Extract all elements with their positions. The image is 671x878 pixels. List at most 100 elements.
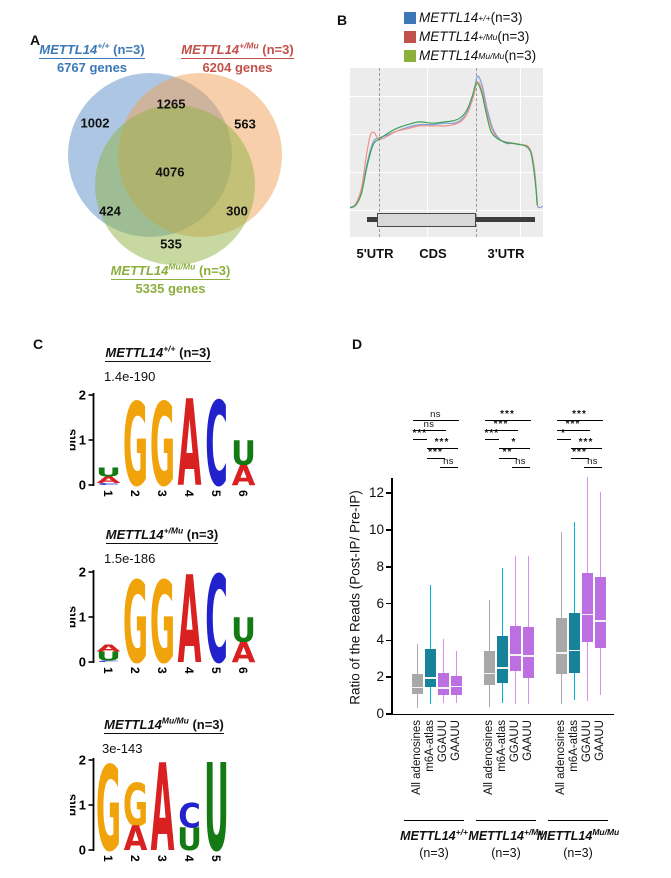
logo-letter-A: A (178, 388, 202, 506)
logo-title-n: (n=3) (175, 345, 211, 361)
logo-position-label: 5 (209, 490, 223, 497)
logo-position-label: 2 (128, 855, 142, 862)
d-y-tick (386, 492, 391, 494)
logo-letter-U: U (96, 649, 121, 664)
d-y-tick-label: 10 (368, 522, 384, 537)
venn-set-genes: 6204 genes (202, 60, 273, 76)
region-label-3utr: 3'UTR (487, 246, 525, 261)
category-label: All adenosines (411, 720, 423, 795)
venn-circle-2 (95, 105, 255, 265)
significance-bracket: ns (583, 456, 602, 468)
logo-title-name: METTL14 (105, 527, 164, 543)
category-label: GAAUU (594, 720, 606, 761)
logo-position-label: 2 (128, 490, 142, 497)
box (497, 635, 508, 683)
group-sup: +/+ (455, 827, 468, 837)
box (484, 651, 495, 685)
venn-set-genes: 6767 genes (56, 60, 128, 76)
logo-position-label: 5 (209, 667, 223, 674)
logo-position-label: 4 (182, 490, 196, 497)
venn-set-sup: Mu/Mu (168, 262, 196, 272)
d-y-tick-label: 2 (376, 669, 384, 685)
d-x-axis (391, 713, 614, 715)
category-label: m6A-atlas (568, 720, 580, 772)
logo-title-sup: +/Mu (163, 526, 184, 536)
venn-set-name: METTL14 (110, 263, 169, 279)
venn-count: 300 (226, 203, 248, 219)
box-median (412, 686, 423, 689)
group-label-wt: METTL14+/+ (n=3) (374, 827, 494, 860)
gridline (350, 96, 543, 97)
logo-title-het: METTL14+/Mu (n=3) (78, 526, 246, 545)
logo-title-name: METTL14 (105, 345, 164, 361)
group-n: (n=3) (491, 846, 521, 861)
group-n: (n=3) (563, 846, 593, 861)
significance-bracket: *** (426, 437, 458, 449)
logo-position-label: 3 (155, 490, 169, 497)
logo-title-n: (n=3) (188, 717, 224, 733)
significance-bracket: ns (511, 456, 530, 468)
region-label-cds: CDS (419, 246, 447, 261)
panel-b-label: B (337, 12, 348, 28)
box (582, 573, 593, 643)
box-median (569, 649, 580, 652)
logo-letter-A: A (178, 565, 202, 683)
d-y-tick (386, 713, 391, 715)
gridline (350, 172, 543, 173)
d-y-tick (386, 529, 391, 531)
logo-letter-C: C (97, 660, 120, 662)
d-y-tick (386, 602, 391, 605)
logo-letter-C: C (97, 483, 120, 486)
box (569, 612, 580, 673)
group-sup: Mu/Mu (592, 827, 620, 837)
group-sup: +/Mu (523, 827, 544, 837)
logo-title-hom: METTL14Mu/Mu (n=3) (78, 716, 250, 735)
significance-bracket: *** (556, 419, 590, 431)
logo-letter-U: U (96, 465, 121, 480)
significance-bracket: * (556, 428, 571, 440)
logo-position-label: 1 (101, 855, 115, 862)
venn-set-label-wt: METTL14+/+ (n=3) 6767 genes (12, 41, 172, 75)
logo-position-label: 4 (182, 855, 196, 862)
gridline (350, 210, 543, 211)
venn-set-genes: 5335 genes (135, 281, 206, 297)
gene-model-cds-box (377, 212, 476, 227)
legend-sup: +/+ (478, 12, 491, 23)
logo-title-sup: +/+ (163, 344, 176, 354)
logo-letter-A: A (124, 819, 148, 859)
logo-y-tick-label: 2 (79, 565, 86, 580)
logo-letter-C: C (205, 565, 228, 683)
logo-bits-label: bits (70, 794, 79, 816)
box (523, 626, 534, 679)
group-name: METTL14 (400, 829, 456, 844)
significance-bracket: ** (498, 447, 517, 459)
category-label: GAAUU (450, 720, 462, 761)
significance-bracket: *** (484, 427, 500, 440)
significance-bracket: *** (484, 419, 518, 431)
box (556, 618, 567, 674)
metagene-curve-0 (350, 75, 543, 209)
d-y-tick-label: 6 (376, 595, 384, 611)
category-label: All adenosines (555, 720, 567, 795)
region-label-5utr: 5'UTR (356, 246, 394, 261)
venn-set-name: METTL14 (39, 42, 98, 58)
logo-title-name: METTL14 (104, 717, 162, 733)
box-median (595, 620, 606, 622)
box (425, 648, 436, 688)
box-median (497, 667, 508, 669)
significance-bracket: *** (426, 446, 445, 459)
legend-sup: Mu/Mu (478, 50, 505, 61)
legend-item: METTL14 +/Mu (n=3) (404, 27, 536, 46)
logo-position-label: 1 (101, 667, 115, 674)
logo-letter-A: A (232, 459, 256, 491)
gridline (427, 68, 428, 237)
significance-bracket: *** (412, 427, 428, 440)
logo-position-label: 6 (236, 667, 250, 674)
box-median (523, 655, 534, 657)
venn-count: 424 (99, 203, 121, 219)
d-y-tick-label: 8 (376, 558, 384, 574)
